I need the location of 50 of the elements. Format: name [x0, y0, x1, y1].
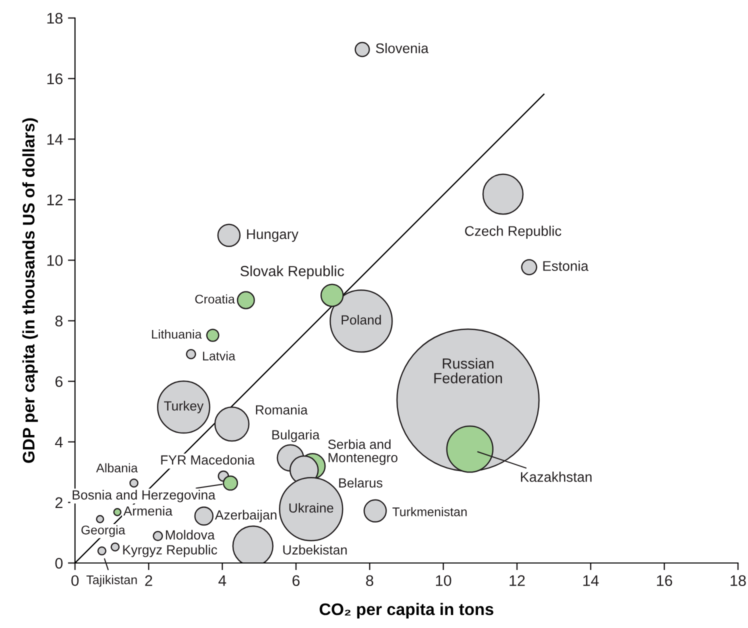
- annotation: Bulgaria: [272, 430, 320, 442]
- annotation: Romania: [256, 404, 308, 415]
- annotation: Slovak Republic: [240, 266, 344, 280]
- annotation: Russian Federation: [434, 358, 502, 384]
- annotation: Georgia: [81, 525, 126, 537]
- annotation: Azerbaijan: [214, 510, 276, 522]
- x-tick-label: 12: [510, 575, 525, 586]
- annotation: Moldova: [166, 530, 215, 540]
- annotation: Armenia: [123, 506, 172, 516]
- y-tick-label: 10: [47, 255, 63, 266]
- y-tick-label: 14: [47, 134, 63, 145]
- x-tick-label: 10: [436, 575, 452, 586]
- annotation: Bosnia and Herzegovina: [72, 490, 216, 502]
- annotation: Uzbekistan: [283, 544, 347, 555]
- annotation: Croatia: [195, 294, 235, 304]
- y-tick-label: 6: [55, 376, 63, 388]
- x-tick-label: 18: [730, 575, 746, 586]
- y-tick-label: 16: [47, 73, 63, 84]
- y-tick-label: 2: [55, 497, 62, 508]
- annotation: Ukraine: [289, 502, 334, 513]
- annotation: Tajikistan: [86, 575, 137, 587]
- annotation: Slovenia: [376, 43, 429, 54]
- annotation: Belarus: [339, 478, 382, 488]
- annotation: Serbia and Montenegro: [328, 439, 398, 465]
- annotation: Albania: [96, 463, 138, 472]
- y-axis-title: GDP per capita (in thousands US of dollars): [22, 118, 38, 463]
- annotation: Estonia: [543, 260, 588, 271]
- x-tick-label: 16: [657, 575, 672, 586]
- annotation: Poland: [342, 314, 381, 325]
- x-tick-label: 8: [366, 575, 374, 586]
- annotation: Turkey: [164, 400, 204, 414]
- annotation: Latvia: [203, 351, 236, 360]
- annotation: FYR Macedonia: [161, 454, 255, 465]
- x-axis-title: CO₂ per capita in tons: [320, 602, 494, 618]
- x-tick-label: 14: [583, 575, 599, 586]
- x-tick-label: 0: [71, 575, 79, 586]
- y-tick-label: 18: [47, 12, 63, 24]
- y-tick-label: 4: [55, 436, 63, 448]
- annotation: Turkmenistan: [392, 507, 467, 516]
- x-tick-label: 2: [145, 575, 152, 586]
- x-tick-label: 4: [218, 575, 226, 586]
- annotation: Kyrgyz Republic: [123, 544, 218, 558]
- y-tick-label: 0: [55, 558, 63, 569]
- annotation: Lithuania: [152, 329, 202, 339]
- x-tick-label: 6: [292, 575, 300, 586]
- y-tick-label: 12: [47, 194, 62, 206]
- annotation: Kazakhstan: [520, 472, 592, 482]
- y-tick-label: 8: [55, 316, 63, 326]
- annotation: Czech Republic: [465, 226, 562, 239]
- annotation: Hungary: [247, 229, 298, 242]
